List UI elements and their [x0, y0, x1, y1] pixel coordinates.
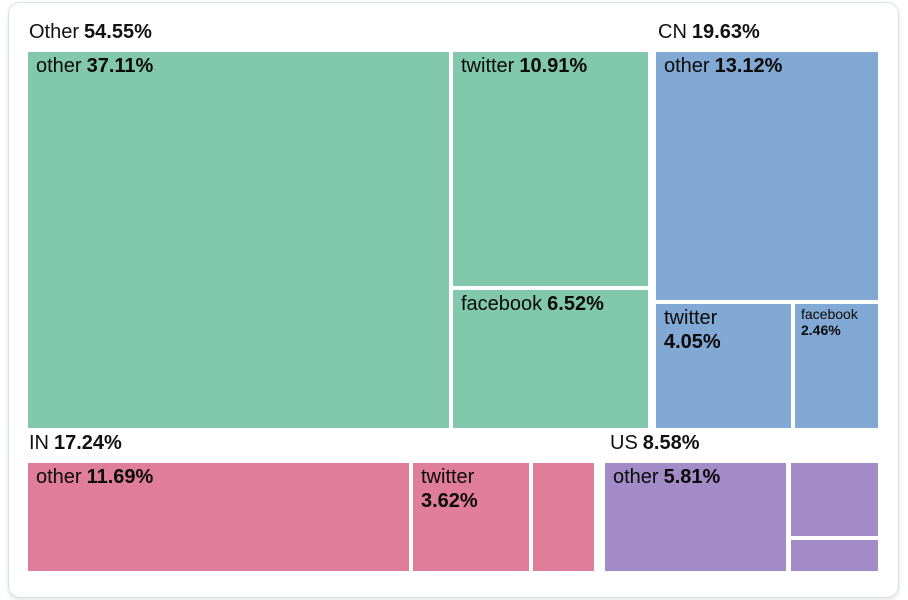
- cell-name: other: [664, 55, 710, 77]
- treemap-cell-cn-twitter[interactable]: twitter 4.05%: [656, 304, 791, 428]
- cell-value: 6.52%: [547, 293, 604, 315]
- group-value: 17.24%: [54, 432, 122, 454]
- treemap-cell-us-unlabeled-2[interactable]: [791, 540, 878, 571]
- group-value: 8.58%: [642, 432, 700, 454]
- group-label-us: US 8.58%: [610, 432, 700, 454]
- cell-name: facebook: [461, 293, 543, 315]
- group-label-cn: CN 19.63%: [658, 21, 760, 43]
- group-name: IN: [29, 432, 49, 454]
- cell-name: other: [36, 466, 82, 488]
- cell-value: 4.05%: [664, 330, 721, 353]
- cell-name: other: [613, 466, 659, 488]
- cell-value: 13.12%: [714, 55, 783, 77]
- cell-name: twitter: [461, 55, 515, 77]
- group-label-in: IN 17.24%: [29, 432, 122, 454]
- treemap-cell-other-twitter[interactable]: twitter 10.91%: [453, 52, 648, 286]
- group-label-other: Other 54.55%: [29, 21, 152, 43]
- treemap-cell-in-other[interactable]: other 11.69%: [28, 463, 409, 571]
- treemap-cell-in-unlabeled-2[interactable]: [533, 463, 594, 571]
- treemap-cell-us-unlabeled-1[interactable]: [791, 463, 878, 536]
- treemap-cell-cn-other[interactable]: other 13.12%: [656, 52, 878, 300]
- group-value: 54.55%: [84, 21, 152, 43]
- treemap-cell-other-other[interactable]: other 37.11%: [28, 52, 449, 428]
- group-name: US: [610, 432, 638, 454]
- cell-value: 10.91%: [519, 55, 588, 77]
- treemap-cell-cn-facebook[interactable]: facebook 2.46%: [795, 304, 878, 428]
- treemap-cell-in-twitter[interactable]: twitter 3.62%: [413, 463, 529, 571]
- cell-name: twitter: [664, 307, 718, 329]
- cell-value: 37.11%: [86, 55, 154, 77]
- treemap-cell-other-facebook[interactable]: facebook 6.52%: [453, 290, 648, 428]
- treemap-cell-us-other[interactable]: other 5.81%: [605, 463, 786, 571]
- cell-value: 3.62%: [421, 489, 478, 512]
- group-value: 19.63%: [691, 21, 760, 43]
- cell-name: twitter: [421, 466, 475, 488]
- cell-name: other: [36, 55, 82, 77]
- group-name: Other: [29, 21, 80, 43]
- cell-value: 11.69%: [86, 466, 154, 488]
- group-name: CN: [658, 21, 687, 43]
- cell-value: 2.46%: [801, 322, 841, 339]
- cell-value: 5.81%: [663, 466, 721, 488]
- cell-name: facebook: [801, 306, 858, 322]
